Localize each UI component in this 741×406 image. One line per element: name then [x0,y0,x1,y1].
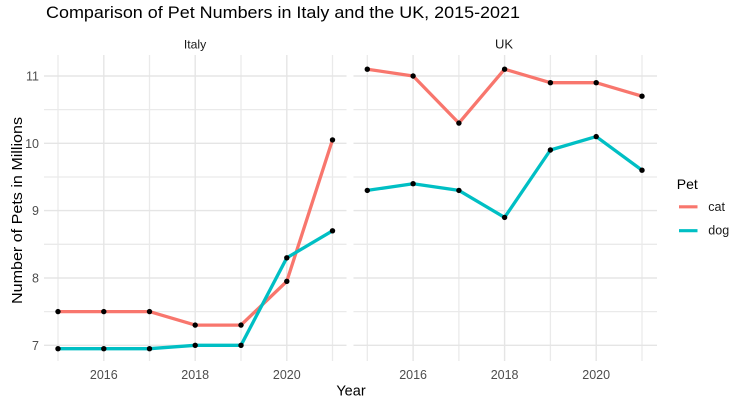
svg-text:2016: 2016 [90,368,118,382]
svg-text:11: 11 [26,70,39,84]
svg-text:UK: UK [495,36,513,51]
svg-text:Number of Pets in Millions: Number of Pets in Millions [9,117,26,304]
svg-text:2020: 2020 [273,368,301,382]
svg-text:9: 9 [32,204,39,218]
svg-text:Year: Year [336,384,365,400]
svg-text:dog: dog [708,224,729,238]
svg-text:2018: 2018 [491,368,519,382]
svg-text:Pet: Pet [677,176,698,192]
svg-text:2018: 2018 [181,368,209,382]
svg-text:Italy: Italy [184,37,207,51]
svg-text:Comparison of Pet Numbers in I: Comparison of Pet Numbers in Italy and t… [46,4,520,22]
svg-text:2016: 2016 [399,368,427,382]
svg-text:cat: cat [708,200,725,214]
svg-text:8: 8 [32,272,39,286]
svg-text:10: 10 [25,137,39,151]
svg-text:2020: 2020 [582,368,610,382]
svg-text:7: 7 [32,339,39,353]
